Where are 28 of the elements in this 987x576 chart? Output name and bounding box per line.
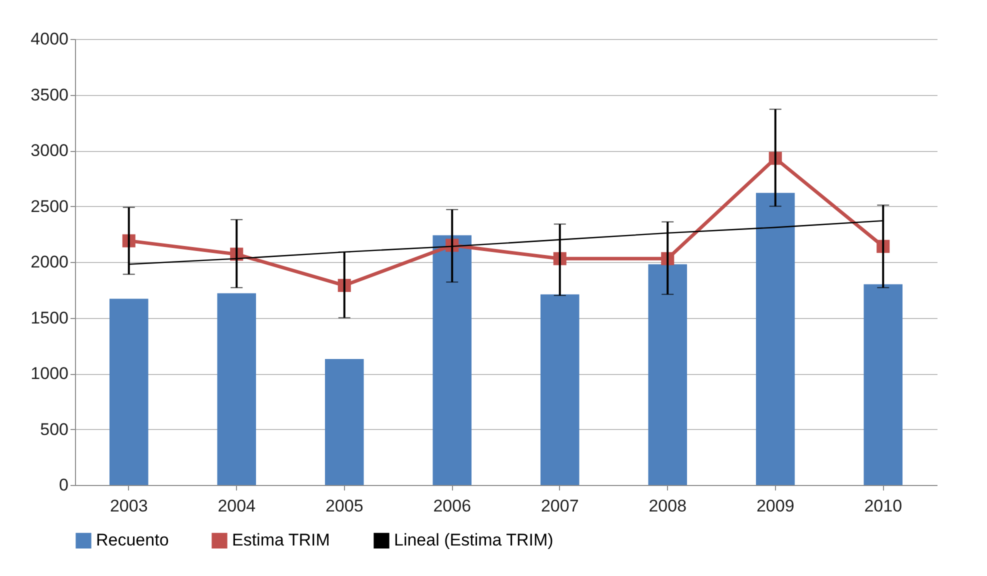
legend-label: Lineal (Estima TRIM) (394, 530, 554, 550)
x-tick-label: 2008 (648, 496, 687, 516)
y-tick-label: 3000 (30, 141, 68, 160)
y-tick-label: 2000 (30, 252, 68, 272)
bar (648, 264, 688, 485)
bar (324, 359, 364, 485)
x-tick-label: 2009 (756, 496, 794, 516)
x-tick-label: 2007 (540, 496, 579, 516)
bar (432, 235, 472, 485)
y-tick-label: 500 (40, 420, 68, 439)
x-tick-label: 2010 (864, 496, 902, 516)
x-tick-label: 2005 (325, 496, 364, 516)
legend-label: Recuento (96, 530, 169, 550)
x-tick-label: 2004 (218, 496, 256, 516)
y-tick-label: 0 (59, 476, 68, 494)
bar (217, 293, 256, 485)
x-tick-label: 2003 (110, 496, 148, 516)
y-tick-label: 1000 (30, 364, 68, 383)
y-tick-label: 4000 (30, 30, 68, 48)
bar (540, 294, 580, 485)
legend-label: Estima TRIM (232, 530, 330, 550)
x-tick-label: 2006 (433, 496, 472, 516)
bar (109, 298, 148, 485)
y-tick-label: 1500 (30, 308, 68, 328)
bar (756, 192, 795, 485)
y-tick-label: 3500 (30, 85, 68, 104)
y-tick-label: 2500 (30, 196, 68, 216)
bar (864, 284, 903, 485)
